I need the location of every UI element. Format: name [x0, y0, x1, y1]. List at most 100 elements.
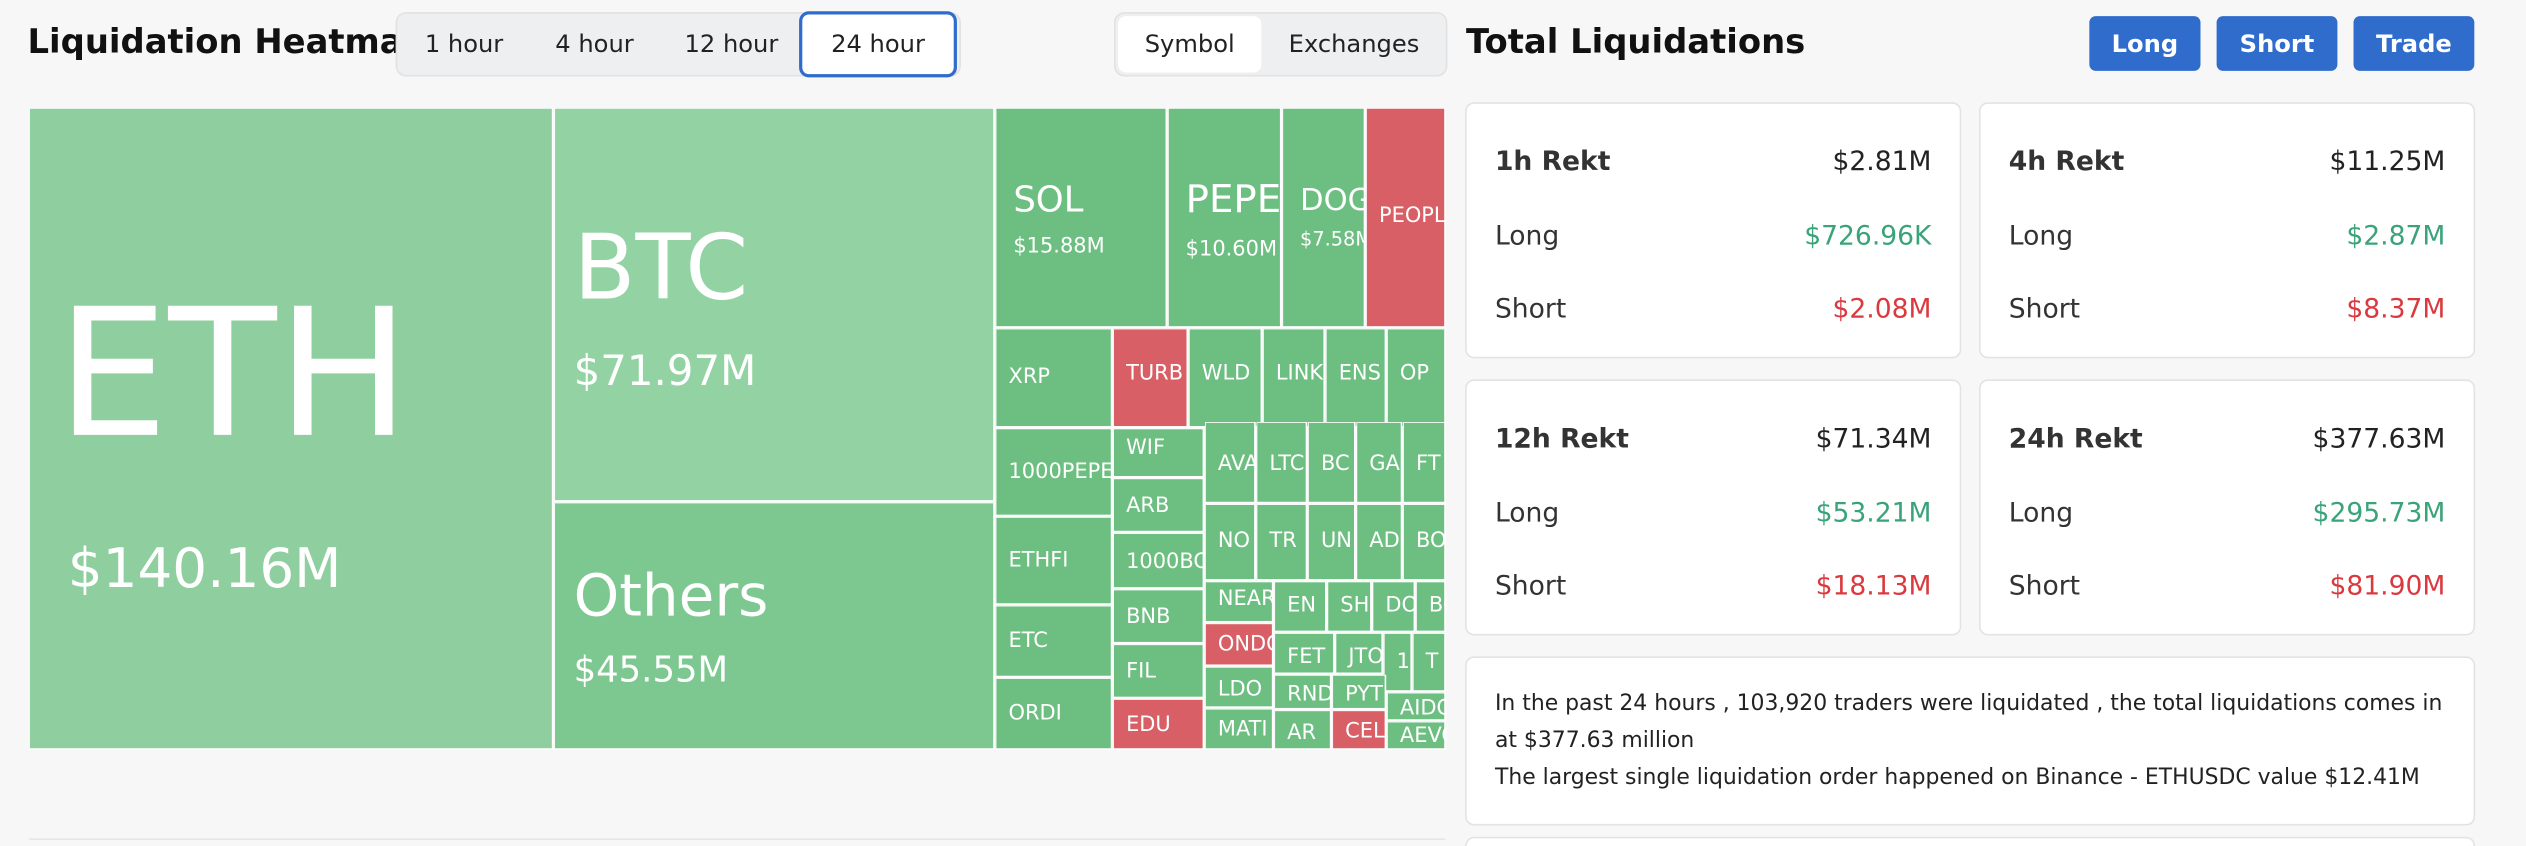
- tile-value: $71.97M: [574, 346, 757, 395]
- tile-label: ARB: [1126, 493, 1169, 517]
- tile-label: OP: [1400, 361, 1429, 385]
- action-button[interactable]: Short: [2216, 16, 2338, 71]
- tile-bg: [1416, 581, 1446, 633]
- heatmap-tile[interactable]: TR: [1256, 504, 1308, 581]
- heatmap-tile[interactable]: FIL: [1113, 644, 1205, 699]
- heatmap-tile[interactable]: 1000BC: [1113, 533, 1208, 589]
- time-tab[interactable]: 1 hour: [425, 30, 503, 58]
- heatmap-tile[interactable]: UN: [1308, 504, 1356, 581]
- heatmap-tile[interactable]: WIF: [1113, 428, 1205, 478]
- tile-bg: [1113, 328, 1189, 428]
- heatmap-tile[interactable]: WLD: [1188, 328, 1263, 428]
- tile-bg: [995, 605, 1113, 678]
- tile-label: ETHFI: [1008, 548, 1068, 572]
- heatmap-tile[interactable]: FET: [1274, 633, 1335, 675]
- tile-label: JTO: [1346, 644, 1383, 668]
- row-value: $8.37M: [2346, 294, 2445, 325]
- heatmap-tile[interactable]: LTC: [1256, 422, 1308, 504]
- heatmap-tile[interactable]: BTC $71.97M: [554, 107, 995, 502]
- tile-bg: [1282, 107, 1366, 328]
- heatmap-tile[interactable]: AR: [1274, 710, 1332, 750]
- heatmap-tile[interactable]: AIDO: [1387, 692, 1453, 721]
- tile-label: Others: [574, 561, 769, 629]
- tile-bg: [1205, 708, 1274, 750]
- heatmap-tile[interactable]: OP: [1387, 328, 1446, 428]
- heatmap-tile[interactable]: NO: [1205, 504, 1256, 581]
- view-tab[interactable]: Exchanges: [1289, 30, 1420, 58]
- heatmap-tile[interactable]: LDO: [1205, 666, 1274, 708]
- tab-label: Symbol: [1145, 30, 1235, 58]
- heatmap-tile[interactable]: DO: [1372, 581, 1418, 633]
- button-label: Short: [2240, 30, 2315, 58]
- tile-bg: [1308, 504, 1356, 581]
- heatmap-tile[interactable]: RND: [1274, 674, 1333, 710]
- heatmap-tile[interactable]: ETHFI: [995, 517, 1113, 605]
- tile-label: FET: [1287, 644, 1325, 668]
- heatmap-tile[interactable]: PEPE $10.60M: [1167, 107, 1282, 328]
- tile-label: 1000PEPE: [1008, 459, 1113, 483]
- heatmap-tile[interactable]: PEOPL: [1366, 107, 1446, 328]
- heatmap-tile[interactable]: ORDI: [995, 678, 1113, 750]
- heatmap-tile[interactable]: ETH $140.16M: [29, 107, 554, 750]
- tile-bg: [1113, 644, 1205, 699]
- heatmap-tile[interactable]: BO: [1403, 504, 1447, 581]
- action-button[interactable]: Trade: [2353, 16, 2475, 71]
- heatmap-tile[interactable]: SH: [1327, 581, 1372, 633]
- heatmap-tile[interactable]: BNB: [1113, 589, 1205, 644]
- tile-label: ORDI: [1008, 701, 1061, 725]
- heatmap-tile[interactable]: AEVO: [1387, 721, 1458, 750]
- action-button[interactable]: Long: [2089, 16, 2201, 71]
- heatmap-tile[interactable]: T: [1412, 633, 1446, 692]
- heatmap-tile[interactable]: Others $45.55M: [554, 502, 995, 750]
- tile-label: NO: [1218, 528, 1250, 552]
- heatmap-tile[interactable]: AVA: [1205, 422, 1259, 504]
- tab-label: 4 hour: [555, 30, 633, 58]
- tile-label: T: [1425, 649, 1439, 673]
- tab-selected: [799, 11, 957, 78]
- heatmap-tile[interactable]: MATI: [1205, 708, 1274, 750]
- tile-label: SH: [1340, 593, 1369, 617]
- row-value: $295.73M: [2313, 497, 2446, 528]
- tile-bg: [1256, 422, 1308, 504]
- heatmap-tile[interactable]: JTO: [1335, 633, 1384, 675]
- heatmap-tile[interactable]: AD: [1356, 504, 1403, 581]
- heatmap-tile[interactable]: ENS: [1325, 328, 1387, 428]
- card-bg: [1979, 379, 2476, 636]
- heatmap-tile[interactable]: SOL $15.88M: [995, 107, 1168, 328]
- tile-label: UN: [1321, 528, 1352, 552]
- button-bg: [2216, 16, 2338, 71]
- tile-bg: [1113, 478, 1205, 533]
- heatmap-tile[interactable]: EDU: [1113, 699, 1205, 750]
- tile-label: TR: [1268, 528, 1296, 552]
- heatmap-tile[interactable]: DOG $7.58M: [1282, 107, 1372, 328]
- heatmap-tile[interactable]: ETC: [995, 605, 1113, 678]
- heatmap-tile[interactable]: EN: [1274, 581, 1327, 633]
- heatmap-tile[interactable]: BO: [1416, 581, 1459, 633]
- note-line: In the past 24 hours , 103,920 traders w…: [1495, 691, 2442, 716]
- heatmap-tile[interactable]: TURB: [1113, 328, 1189, 428]
- notes-card: In the past 24 hours , 103,920 traders w…: [1465, 656, 2476, 826]
- tile-label: PEOPL: [1379, 203, 1446, 227]
- heatmap-tile[interactable]: ARB: [1113, 478, 1205, 533]
- time-tab[interactable]: 4 hour: [555, 30, 633, 58]
- heatmap-tile[interactable]: NEAR: [1205, 581, 1276, 623]
- tile-bg: [1113, 589, 1205, 644]
- heatmap-tile[interactable]: GA: [1356, 422, 1403, 504]
- heatmap-tile[interactable]: 1: [1383, 633, 1413, 692]
- view-tab[interactable]: Symbol: [1118, 16, 1262, 73]
- tile-label: CEL: [1345, 718, 1385, 742]
- time-tab[interactable]: 12 hour: [685, 30, 779, 58]
- heatmap-tile[interactable]: FT: [1403, 422, 1446, 504]
- tile-label: AD: [1369, 528, 1399, 552]
- heatmap-tile[interactable]: PYT: [1332, 674, 1387, 710]
- tile-label: BO: [1416, 528, 1446, 552]
- heatmap-tile[interactable]: ONDO: [1205, 623, 1283, 667]
- heatmap-tile[interactable]: LINK: [1263, 328, 1326, 428]
- heatmap-tile[interactable]: 1000PEPE: [995, 428, 1114, 517]
- heatmap-tile[interactable]: XRP: [995, 328, 1113, 428]
- time-tab[interactable]: 24 hour: [799, 11, 957, 78]
- tile-bg: [1387, 692, 1446, 721]
- tile-bg: [1113, 533, 1205, 589]
- heatmap-tile[interactable]: BC: [1308, 422, 1356, 504]
- heatmap-tile[interactable]: CEL: [1332, 710, 1387, 750]
